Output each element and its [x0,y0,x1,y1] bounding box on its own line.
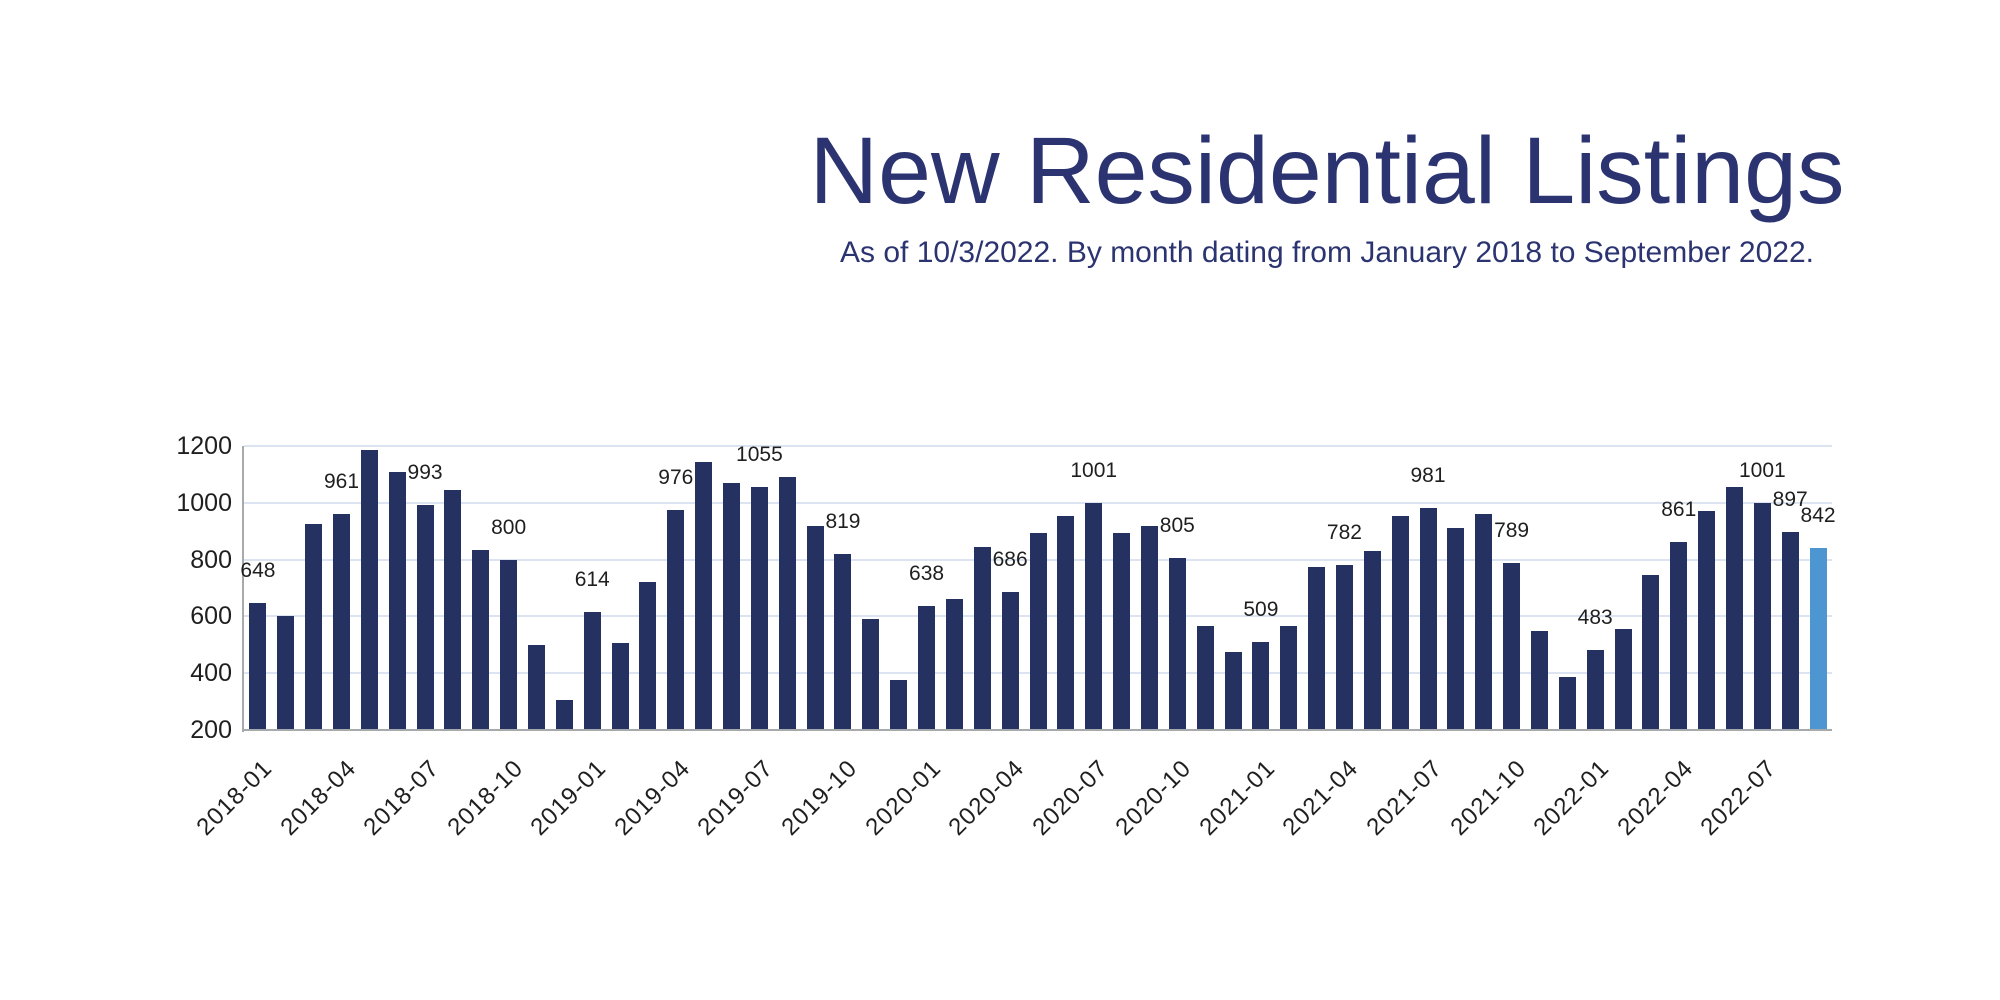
bar-value-label: 1001 [1070,458,1118,482]
bar-value-label: 981 [1410,464,1446,488]
bar [1642,575,1660,729]
bar [1335,564,1353,729]
bar [444,490,462,729]
bar [695,461,713,729]
y-axis-label: 200 [190,716,232,744]
bar [1781,532,1799,729]
y-axis-label: 1200 [176,432,232,460]
bar [360,450,378,729]
bar-value-label: 638 [909,561,945,585]
bar [1725,487,1743,729]
bar [1753,502,1771,729]
bar [416,504,434,729]
bar [611,643,629,729]
y-axis-label: 600 [190,602,232,631]
bar [1252,642,1270,729]
bar [249,602,267,729]
bar [750,487,768,729]
bar [862,619,880,729]
y-axis-line [242,446,244,732]
bar [1085,502,1103,729]
bar [333,513,350,729]
bar [1224,651,1242,729]
bar [1475,514,1493,729]
page-subtitle: As of 10/3/2022. By month dating from Ja… [840,235,1814,269]
bar [723,482,741,729]
y-axis-label: 1000 [176,488,232,517]
chart-header: New Residential Listings As of 10/3/2022… [397,118,2000,270]
bar [1001,591,1019,729]
y-axis-label: 800 [190,545,232,574]
bar [305,524,323,729]
bar [890,680,908,729]
bar-value-label: 800 [491,515,527,539]
bar-value-label: 842 [1800,503,1836,527]
bar [1698,511,1716,729]
bar-value-label: 961 [323,469,360,493]
bar-value-label: 648 [240,558,276,582]
gridline [244,445,1832,447]
bar [472,550,490,729]
highlighted-bar [1809,547,1827,729]
bar [1558,677,1576,729]
bar-value-label: 861 [1661,498,1697,522]
bar [1280,626,1298,729]
bar [1029,532,1047,729]
bar [1530,630,1548,729]
bar-value-label: 897 [1772,488,1808,512]
bar [1503,562,1521,729]
bar [1614,629,1632,729]
y-axis-label: 400 [190,659,232,688]
bar-value-label: 614 [574,568,610,592]
bar [583,612,601,729]
bar [918,605,936,729]
bar-value-label: 1055 [736,443,783,467]
bar [834,554,852,729]
bar [555,700,573,729]
bar-value-label: 509 [1243,598,1279,622]
x-axis-line [242,729,1832,731]
bar [500,559,518,729]
bar [667,509,685,729]
gridline [244,501,1832,504]
bar [1391,515,1409,729]
bar-value-label: 686 [992,547,1028,571]
bar [1363,551,1381,729]
bar [1670,542,1688,729]
bar-value-label: 782 [1326,520,1362,544]
bar [639,582,657,729]
bar [528,644,546,729]
bar [1447,528,1465,729]
bar [1113,532,1131,729]
bar-value-label: 1001 [1738,458,1786,482]
bar-value-label: 976 [658,465,694,489]
bar [973,546,991,729]
bar-value-label: 819 [825,510,861,534]
bar [1196,626,1214,729]
bar [1586,649,1604,729]
bar [1168,558,1186,729]
bar-value-label: 789 [1494,518,1530,542]
bar [1419,508,1437,729]
bar [945,599,963,729]
bar-value-label: 483 [1577,605,1613,629]
bar [1308,566,1326,729]
bar [388,471,406,729]
bar [1140,525,1158,729]
bar-value-label: 805 [1159,514,1195,538]
bar-value-label: 993 [407,460,443,484]
bar [806,525,824,729]
bar [1057,515,1075,729]
bar [778,477,796,729]
bar [277,616,295,729]
page-title: New Residential Listings [809,118,1845,224]
